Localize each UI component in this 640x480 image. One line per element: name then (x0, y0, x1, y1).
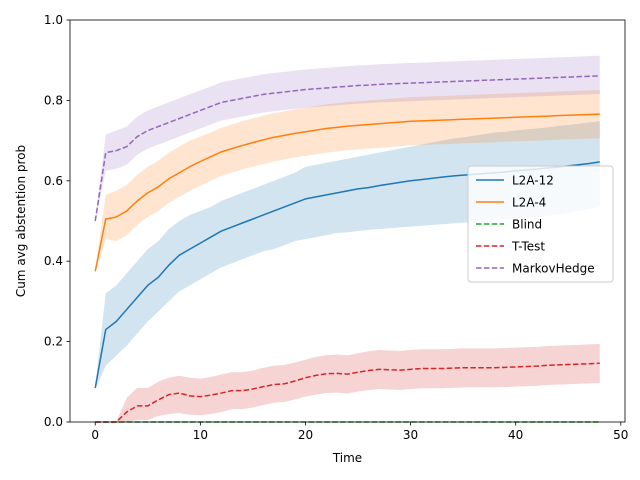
y-tick-label: 0.8 (44, 93, 63, 107)
y-tick-label: 0.2 (44, 335, 63, 349)
band-markovhedge (95, 55, 600, 224)
x-tick-label: 40 (508, 428, 523, 442)
legend-box (467, 165, 614, 283)
x-axis-ticks: 0 10 20 30 40 50 (91, 422, 628, 442)
x-tick-label: 20 (298, 428, 313, 442)
y-axis-label: Cum avg abstention prob (14, 145, 28, 297)
y-tick-label: 0.4 (44, 254, 63, 268)
y-tick-label: 1.0 (44, 13, 63, 27)
legend-label-blind: Blind (512, 218, 542, 232)
legend-label-l2a-4: L2A-4 (512, 196, 546, 210)
series-line-markovhedge (94, 75, 600, 222)
legend-label-t-test: T-Test (511, 240, 545, 254)
plot-frame (69, 19, 626, 423)
band-l2a-4 (95, 89, 600, 274)
legend-label-l2a-12: L2A-12 (512, 174, 554, 188)
legend: L2A-12 L2A-4 Blind T-Test MarkovHedge (467, 165, 614, 283)
x-tick-label: 50 (613, 428, 628, 442)
x-tick-label: 0 (91, 428, 99, 442)
series-line-t-test (95, 362, 600, 423)
x-tick-label: 10 (193, 428, 208, 442)
series-line-l2a-4 (94, 113, 600, 272)
y-axis-ticks: 0.0 0.2 0.4 0.6 0.8 1.0 (44, 13, 70, 429)
legend-label-markovhedge: MarkovHedge (512, 262, 595, 276)
x-axis-label: Time (332, 451, 362, 465)
band-t-test (95, 344, 600, 422)
x-tick-label: 30 (403, 428, 418, 442)
y-tick-label: 0.6 (44, 174, 63, 188)
y-tick-label: 0.0 (44, 415, 63, 429)
